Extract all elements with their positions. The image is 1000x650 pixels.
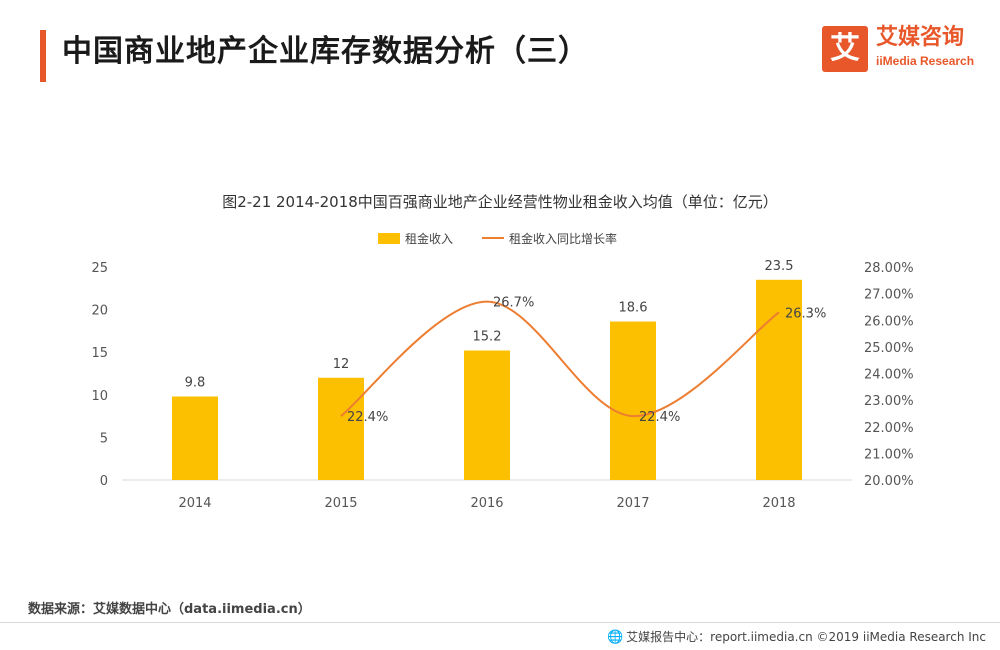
x-tick-label: 2014 [178,496,211,511]
y2-tick-label: 27.00% [864,288,914,303]
x-tick-label: 2017 [616,496,649,511]
bar [318,377,364,480]
footer-credit: 🌐 艾媒报告中心：report.iimedia.cn ©2019 iiMedia … [607,628,986,645]
x-tick-label: 2018 [762,496,795,511]
line-data-label: 22.4% [347,410,388,425]
legend-swatch-bar [378,233,400,244]
line-data-label: 26.7% [493,296,534,311]
y2-tick-label: 26.00% [864,314,914,329]
y-tick-label: 25 [91,261,108,276]
x-tick-label: 2016 [470,496,503,511]
y2-tick-label: 21.00% [864,447,914,462]
y-axis-left: 0 5 10 15 20 25 [91,261,108,489]
y2-tick-label: 28.00% [864,261,914,276]
y2-tick-label: 20.00% [864,474,914,489]
y-tick-label: 10 [91,389,108,404]
line-data-label: 22.4% [639,410,680,425]
bar-data-label: 18.6 [619,301,648,316]
data-source-note: 数据来源：艾媒数据中心（data.iimedia.cn） [28,602,311,617]
y-tick-label: 20 [91,304,108,319]
page-title: 中国商业地产企业库存数据分析（三） [62,34,589,69]
chart-legend: 租金收入 租金收入同比增长率 [378,231,617,246]
x-axis: 2014 2015 2016 2017 2018 [178,496,795,511]
line-data-label: 26.3% [785,306,826,321]
footer-divider [0,622,1000,623]
bar-data-label: 9.8 [185,376,206,391]
y-tick-label: 0 [100,474,108,489]
bar-data-label: 23.5 [765,259,794,274]
bar-series: 9.8 12 15.2 18.6 23.5 [172,259,802,480]
growth-line-series: 22.4% 26.7% 22.4% 26.3% [340,296,826,425]
bar-data-label: 12 [333,357,350,372]
logo-name-cn: 艾媒咨询 [876,25,965,50]
title-accent-bar [40,30,46,82]
iimedia-logo: 艾 艾媒咨询 iiMedia Research [822,24,982,80]
legend-label-bar: 租金收入 [405,231,453,246]
chart-title: 图2-21 2014-2018中国百强商业地产企业经营性物业租金收入均值（单位：… [222,193,778,211]
logo-mark: 艾 [822,26,868,72]
bar [610,321,656,480]
y-axis-right: 20.00% 21.00% 22.00% 23.00% 24.00% 25.00% 26.0… [864,261,914,489]
y2-tick-label: 25.00% [864,341,914,356]
y2-tick-label: 24.00% [864,368,914,383]
footer-credit-text: 艾媒报告中心：report.iimedia.cn ©2019 iiMedia R… [626,630,986,644]
legend-label-line: 租金收入同比增长率 [509,231,617,246]
y-tick-label: 5 [100,431,108,446]
y2-tick-label: 23.00% [864,394,914,409]
logo-name-en: iiMedia Research [876,54,975,68]
bar-data-label: 15.2 [473,329,502,344]
x-tick-label: 2015 [324,496,357,511]
bar [172,396,218,480]
bar [464,350,510,480]
growth-rate-line [340,300,780,418]
rent-income-chart: 图2-21 2014-2018中国百强商业地产企业经营性物业租金收入均值（单位：… [91,193,914,511]
y2-tick-label: 22.00% [864,421,914,436]
y-tick-label: 15 [91,346,108,361]
globe-icon: 🌐 [606,630,624,645]
